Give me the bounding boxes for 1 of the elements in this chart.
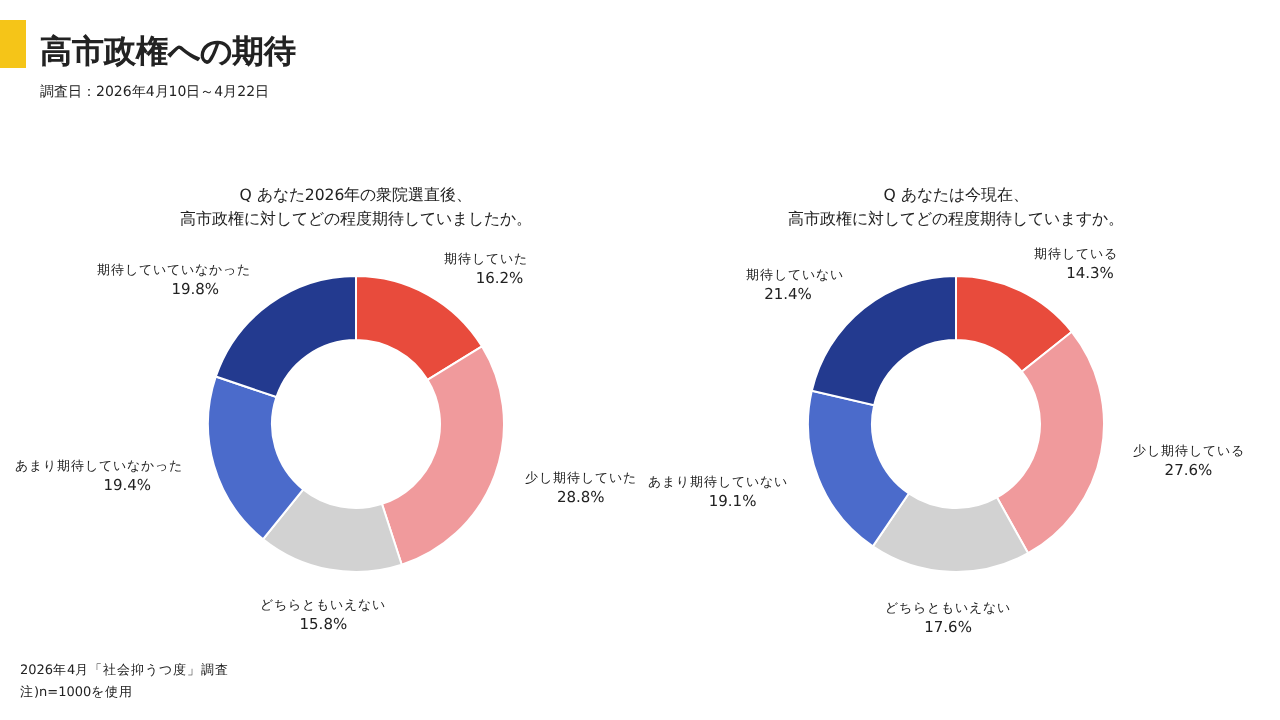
text: 高市政権への期待 <box>40 32 296 70</box>
